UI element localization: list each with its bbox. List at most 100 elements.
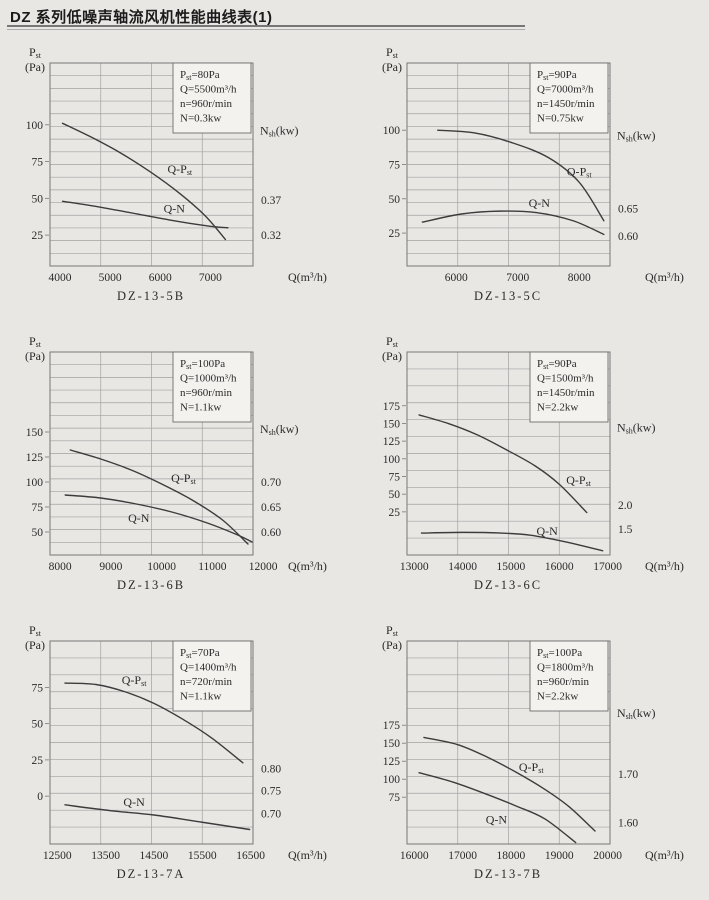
right-axis-value: 0.70 [261,477,281,489]
x-tick-label: 13000 [400,561,429,573]
info-box-line: N=2.2kw [537,402,578,414]
info-box-line: N=0.75kw [537,113,584,125]
y-tick-label: 75 [32,682,44,694]
x-tick-label: 18000 [497,850,526,862]
y-tick-label: 125 [26,452,44,464]
curve-q-pst [64,682,244,764]
info-box-line: N=1.1kw [180,402,221,414]
chart-name: DZ-13-6C [474,578,542,592]
right-axis-value: 1.60 [618,817,638,829]
info-box-line: Q=1500m³/h [537,373,594,385]
x-tick-label: 6000 [149,272,172,284]
y-axis-title: (Pa) [25,349,45,363]
chart-DZ-13-6B: 50 75 100 125 150 8000 9000 10000 11000 12000 Pst(… [25,334,327,592]
plot-border [406,640,611,845]
info-box: Pst=90Pa Q=7000m³/h n=1450r/min N=0.75kw [529,62,609,134]
info-box-line: Q=5500m³/h [180,84,237,96]
x-tick-label: 10000 [147,561,176,573]
x-tick-label: 15500 [188,850,217,862]
curve-q-n [61,200,229,229]
info-box-line: N=0.3kw [180,113,221,125]
chart-name: DZ-13-7A [117,867,186,881]
y-tick-label: 50 [32,193,44,205]
x-tick-label: 12000 [249,561,278,573]
info-box-line: n=720r/min [180,676,233,688]
y-tick-label: 75 [389,471,401,483]
info-box-line: N=2.2kw [537,691,578,703]
y-tick-label: 75 [32,502,44,514]
info-box-line: Q=1400m³/h [180,662,237,674]
y-tick-label: 50 [389,489,401,501]
chart-name: DZ-13-5C [474,289,542,303]
right-axis-title: Nsh(kw) [260,124,298,139]
curve-label: Q-N [128,511,150,525]
x-tick-label: 9000 [99,561,122,573]
y-tick-label: 50 [32,719,44,731]
y-tick-label: 125 [383,756,401,768]
plot-border [49,640,254,845]
y-axis-title: Pst [29,45,42,60]
right-axis-title: Nsh(kw) [617,706,655,721]
chart-name: DZ-13-5B [117,289,185,303]
y-tick-label: 50 [32,527,44,539]
y-axis-title: Pst [386,45,399,60]
x-tick-label: 7000 [506,272,529,284]
x-tick-label: 11000 [198,561,227,573]
curve-label: Q-N [164,202,186,216]
curve-q-n [420,531,604,552]
curve-q-n [418,772,577,844]
info-box-line: Pst=70Pa [180,647,220,660]
x-axis-title: Q(m³/h) [645,559,684,573]
plot-border [49,351,254,556]
title-divider [7,25,525,30]
page-title: DZ 系列低噪声轴流风机性能曲线表(1) [10,9,273,26]
curve-q-pst [61,122,227,241]
info-box-line: n=960r/min [180,98,233,110]
y-axis-title: Pst [386,334,399,349]
x-tick-label: 13500 [91,850,120,862]
y-tick-label: 100 [383,454,401,466]
x-tick-label: 6000 [445,272,468,284]
chart-block-DZ-13-5C: 25 50 75 100 6000 7000 8000 Pst (Pa) Q(m³/h) Nsh(k… [365,44,709,316]
x-tick-label: 8000 [49,561,72,573]
y-tick-label: 25 [389,228,401,240]
chart-block-DZ-13-7B: 75 100 125 150 175 16000 17000 18000 19000 20000 P… [365,622,709,894]
y-axis-title: Pst [386,623,399,638]
y-tick-label: 25 [32,230,44,242]
x-tick-label: 16000 [400,850,429,862]
info-box: Pst=80Pa Q=5500m³/h n=960r/min N=0.3kw [172,62,252,134]
x-tick-label: 4000 [49,272,72,284]
y-tick-label: 100 [26,120,44,132]
right-axis-value: 0.60 [618,231,638,243]
right-axis-value: 1.5 [618,524,633,536]
curve-label: Q-N [529,196,551,210]
curve-q-n [64,494,253,543]
info-box: Pst=70Pa Q=1400m³/h n=720r/min N=1.1kw [172,640,252,712]
chart-name: DZ-13-7B [474,867,542,881]
x-tick-label: 20000 [593,850,622,862]
x-tick-label: 5000 [99,272,122,284]
curve-q-pst [437,129,605,222]
y-tick-label: 75 [389,792,401,804]
plot-border [406,351,611,556]
x-tick-label: 17000 [593,561,622,573]
info-box-frame [529,62,609,134]
y-tick-label: 175 [383,401,401,413]
right-axis-title: Nsh(kw) [617,129,655,144]
x-tick-label: 14500 [140,850,169,862]
right-axis-value: 2.0 [618,500,633,512]
curve-q-pst [418,414,588,514]
x-tick-label: 15000 [497,561,526,573]
right-axis-value: 0.37 [261,195,281,207]
right-axis-value: 1.70 [618,769,638,781]
info-box-line: Q=1800m³/h [537,662,594,674]
y-tick-label: 75 [32,157,44,169]
info-box-frame [529,640,609,712]
y-tick-label: 150 [383,418,401,430]
curve-q-n [421,210,605,236]
info-box-line: n=1450r/min [537,98,595,110]
y-tick-label: 25 [32,755,44,767]
y-tick-label: 125 [383,436,401,448]
info-box-line: N=1.1kw [180,691,221,703]
